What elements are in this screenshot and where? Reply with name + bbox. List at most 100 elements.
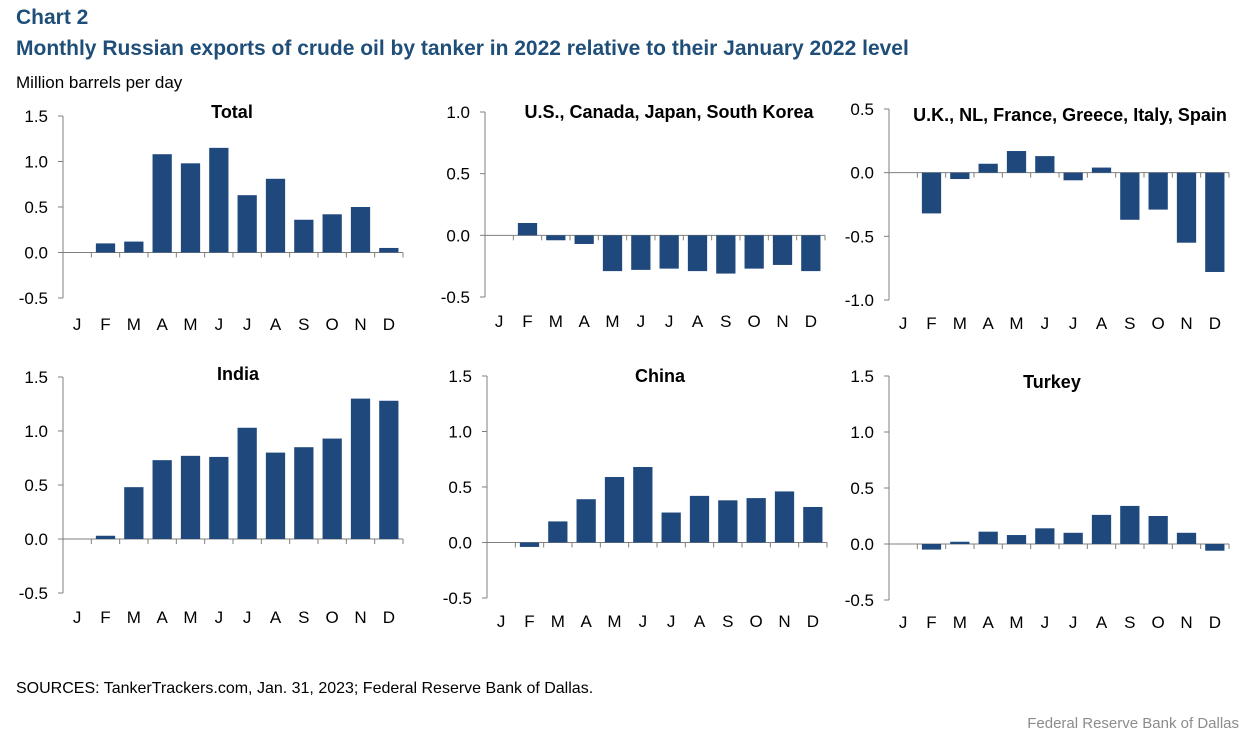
x-tick-label: J — [667, 612, 676, 631]
x-tick-label: J — [639, 612, 648, 631]
bar — [124, 487, 144, 539]
bar — [1063, 532, 1083, 544]
unit-label: Million barrels per day — [16, 73, 183, 92]
x-tick-label: O — [326, 315, 339, 334]
bar — [519, 542, 540, 547]
chart-panel: China-0.50.00.51.01.5J F M A M J J A S O N D — [443, 366, 828, 631]
x-tick-label: S — [1124, 613, 1135, 632]
bar — [209, 147, 229, 253]
x-tick-label: M — [551, 612, 565, 631]
bar — [180, 455, 201, 539]
bar — [152, 154, 172, 253]
chart-panel: U.K., NL, France, Greece, Italy, Spain -1… — [845, 100, 1230, 333]
x-tick-label: M — [183, 315, 197, 334]
panel-title: India — [217, 364, 260, 384]
bar — [772, 235, 793, 265]
y-tick-label: 0.0 — [850, 535, 874, 554]
x-tick-label: F — [524, 612, 534, 631]
x-tick-label: N — [778, 612, 790, 631]
bar — [152, 460, 172, 539]
bar — [1006, 151, 1027, 173]
panel-title: U.K., NL, France, Greece, Italy, Spain — [913, 105, 1227, 125]
bar — [1063, 172, 1083, 181]
x-tick-label: N — [354, 315, 366, 334]
bar — [633, 467, 653, 543]
panel-title: U.S., Canada, Japan, South Korea — [524, 102, 814, 122]
bar — [602, 235, 623, 272]
x-tick-label: D — [383, 608, 395, 627]
bar — [1176, 532, 1197, 544]
y-tick-label: 1.0 — [24, 153, 48, 172]
x-tick-label: A — [1096, 613, 1108, 632]
bar — [1176, 172, 1197, 243]
x-tick-label: D — [805, 312, 817, 331]
x-tick-label: A — [580, 612, 592, 631]
x-tick-label: F — [100, 608, 110, 627]
chart-panel: India-0.50.00.51.01.5J F M A M J J A S O N D — [19, 364, 404, 627]
x-tick-label: O — [326, 608, 339, 627]
sources-note: SOURCES: TankerTrackers.com, Jan. 31, 20… — [16, 680, 594, 697]
bar — [950, 172, 970, 180]
x-tick-label: S — [722, 612, 733, 631]
bar — [801, 235, 821, 272]
chart-title: Monthly Russian exports of crude oil by … — [16, 37, 909, 60]
x-tick-label: J — [637, 312, 646, 331]
bar — [350, 207, 371, 253]
chart-panel: U.S., Canada, Japan, South Korea -0.5 0.0 0… — [441, 102, 826, 331]
chart-panel: Total-0.50.00.51.01.5J F M A M J J A S O N D — [19, 102, 404, 334]
bar — [322, 214, 342, 253]
x-tick-label: N — [1180, 613, 1192, 632]
bar — [744, 235, 764, 269]
x-tick-label: J — [215, 315, 224, 334]
y-tick-label: 0.5 — [850, 479, 874, 498]
bar — [921, 544, 942, 550]
x-tick-label: J — [73, 315, 82, 334]
bar — [548, 521, 568, 543]
bar — [1091, 514, 1112, 544]
x-tick-label: A — [694, 612, 706, 631]
y-tick-label: -0.5 — [845, 227, 874, 246]
y-tick-label: 0.0 — [448, 534, 472, 553]
bar — [921, 172, 942, 214]
y-tick-label: 1.5 — [24, 368, 48, 387]
y-tick-label: 0.5 — [448, 478, 472, 497]
bar — [124, 241, 144, 253]
bar — [803, 506, 823, 543]
x-tick-label: M — [127, 608, 141, 627]
x-tick-label: O — [1152, 314, 1165, 333]
x-tick-label: J — [73, 608, 82, 627]
x-tick-label: J — [215, 608, 224, 627]
x-tick-label: O — [1152, 613, 1165, 632]
bar — [294, 447, 314, 539]
panel-title: China — [635, 366, 686, 386]
x-tick-label: S — [1124, 314, 1135, 333]
bar — [1205, 172, 1225, 272]
x-tick-label: F — [926, 613, 936, 632]
bar — [237, 195, 257, 253]
y-tick-label: -0.5 — [443, 589, 472, 608]
x-tick-label: A — [156, 315, 168, 334]
x-tick-label: J — [1069, 314, 1078, 333]
x-tick-label: M — [127, 315, 141, 334]
x-tick-label: J — [665, 312, 674, 331]
brand-credit: Federal Reserve Bank of Dallas — [1027, 715, 1239, 732]
bar — [209, 456, 229, 539]
x-tick-label: J — [1041, 613, 1050, 632]
bar — [1120, 172, 1140, 220]
x-tick-label: M — [1009, 613, 1023, 632]
bar — [1120, 505, 1140, 544]
x-tick-label: F — [100, 315, 110, 334]
x-tick-label: F — [926, 314, 936, 333]
x-tick-label: S — [298, 315, 309, 334]
x-tick-label: D — [1209, 314, 1221, 333]
x-tick-label: D — [807, 612, 819, 631]
bar — [95, 243, 116, 253]
y-tick-label: 1.0 — [850, 423, 874, 442]
y-tick-label: 1.0 — [448, 423, 472, 442]
x-tick-label: F — [522, 312, 532, 331]
x-tick-label: D — [383, 315, 395, 334]
x-tick-label: A — [982, 613, 994, 632]
bar — [1035, 156, 1055, 173]
chart-label: Chart 2 — [16, 6, 89, 29]
bar — [322, 438, 342, 539]
